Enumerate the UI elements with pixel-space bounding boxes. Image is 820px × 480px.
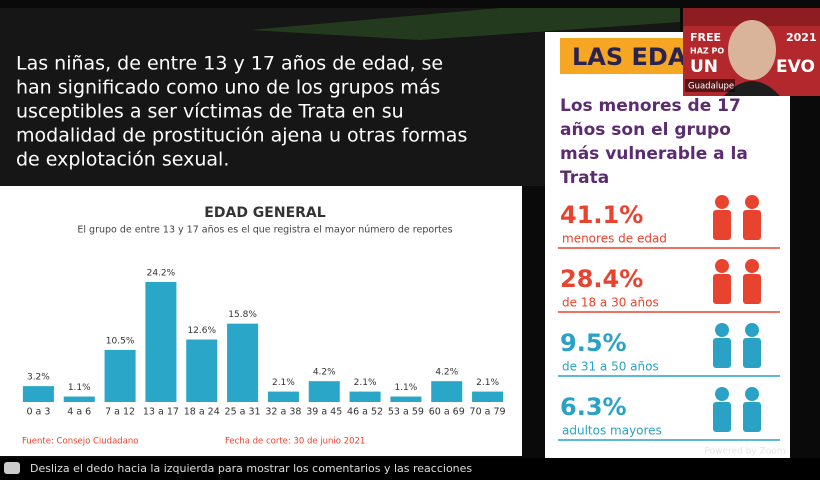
x-tick-label: 0 a 3 <box>26 407 50 418</box>
person-icon-head <box>745 323 759 337</box>
value-label: 1.1% <box>68 383 91 393</box>
x-tick-label: 13 a 17 <box>143 407 179 418</box>
bar <box>390 397 421 402</box>
person-icon-body <box>713 338 731 368</box>
bar <box>105 350 136 402</box>
value-label: 3.2% <box>27 373 50 383</box>
value-label: 4.2% <box>313 368 336 378</box>
bar <box>227 324 258 402</box>
slide-line: usceptibles a ser víctimas de Trata en s… <box>16 101 404 123</box>
bar <box>145 282 176 402</box>
stat-label: adultos mayores <box>562 424 662 438</box>
bar <box>350 392 381 402</box>
x-tick-label: 46 a 52 <box>347 407 383 418</box>
value-label: 2.1% <box>476 378 499 388</box>
person-icon-body <box>713 210 731 240</box>
person-icon-body <box>713 274 731 304</box>
footer-text: Desliza el dedo hacia la izquierda para … <box>30 462 472 475</box>
person-face <box>728 20 776 80</box>
x-tick-label: 7 a 12 <box>105 407 135 418</box>
value-label: 4.2% <box>435 368 458 378</box>
value-label: 15.8% <box>228 310 257 320</box>
banner-top: FREE <box>690 31 721 44</box>
value-label: 10.5% <box>106 336 135 346</box>
person-icon-head <box>715 259 729 273</box>
person-icon-head <box>745 259 759 273</box>
stat-value: 28.4% <box>560 265 643 293</box>
x-tick-label: 70 a 79 <box>470 407 506 418</box>
x-tick-label: 4 a 6 <box>67 407 91 418</box>
person-icon-body <box>743 274 761 304</box>
sidebar-heading: Los menores de 17 <box>560 96 741 116</box>
x-tick-label: 32 a 38 <box>265 407 301 418</box>
bar <box>23 386 54 402</box>
person-icon-head <box>715 387 729 401</box>
screen: Las niñas, de entre 13 y 17 años de edad… <box>0 0 820 480</box>
slide-line: han significado como uno de los grupos m… <box>16 77 440 99</box>
bar <box>64 397 95 402</box>
person-icon-body <box>743 210 761 240</box>
comment-icon[interactable] <box>4 462 20 474</box>
person-icon-body <box>743 338 761 368</box>
sidebar-header: LAS EDA <box>572 43 687 71</box>
slide-line: modalidad de prostitución ajena u otras … <box>16 125 467 147</box>
stat-label: de 31 a 50 años <box>562 360 659 374</box>
bar <box>186 340 217 402</box>
chart-cutoff: Fecha de corte: 30 de junio 2021 <box>225 437 365 447</box>
x-tick-label: 60 a 69 <box>429 407 465 418</box>
person-icon-body <box>743 402 761 432</box>
chart-source: Fuente: Consejo Ciudadano <box>22 437 138 447</box>
banner-sub: HAZ PO <box>690 47 724 56</box>
bar <box>431 381 462 402</box>
value-label: 2.1% <box>272 378 295 388</box>
person-icon-head <box>745 387 759 401</box>
bar <box>309 381 340 402</box>
person-icon-head <box>715 195 729 209</box>
banner-big2: EVO <box>776 57 815 77</box>
person-icon-body <box>713 402 731 432</box>
stat-value: 9.5% <box>560 329 627 357</box>
person-icon-head <box>715 323 729 337</box>
participant-name: Guadalupe <box>688 82 734 92</box>
slide-line: de explotación sexual. <box>16 149 229 171</box>
stat-label: menores de edad <box>562 232 667 246</box>
chart-subtitle: El grupo de entre 13 y 17 años es el que… <box>77 225 452 236</box>
chart-title: EDAD GENERAL <box>204 205 325 221</box>
value-label: 24.2% <box>147 269 176 279</box>
video-tile: FREE 2021 HAZ PO UN EVO Guadalupe <box>683 8 820 96</box>
stat-value: 6.3% <box>560 393 627 421</box>
banner-year: 2021 <box>786 31 817 44</box>
sidebar-heading: Trata <box>560 168 609 188</box>
x-tick-label: 18 a 24 <box>184 407 220 418</box>
sidebar-heading: más vulnerable a la <box>560 144 748 164</box>
x-tick-label: 53 a 59 <box>388 407 424 418</box>
person-icon-head <box>745 195 759 209</box>
x-tick-label: 39 a 45 <box>306 407 342 418</box>
value-label: 1.1% <box>394 383 417 393</box>
value-label: 2.1% <box>354 378 377 388</box>
value-label: 12.6% <box>187 326 216 336</box>
slide-line: Las niñas, de entre 13 y 17 años de edad… <box>16 53 443 75</box>
sidebar-heading: años son el grupo <box>560 120 731 140</box>
bar <box>268 392 299 402</box>
stat-value: 41.1% <box>560 201 643 229</box>
banner-big: UN <box>690 57 718 77</box>
bar <box>472 392 503 402</box>
stat-label: de 18 a 30 años <box>562 296 659 310</box>
x-tick-label: 25 a 31 <box>225 407 261 418</box>
watermark: Powered by Zoom <box>705 447 786 457</box>
